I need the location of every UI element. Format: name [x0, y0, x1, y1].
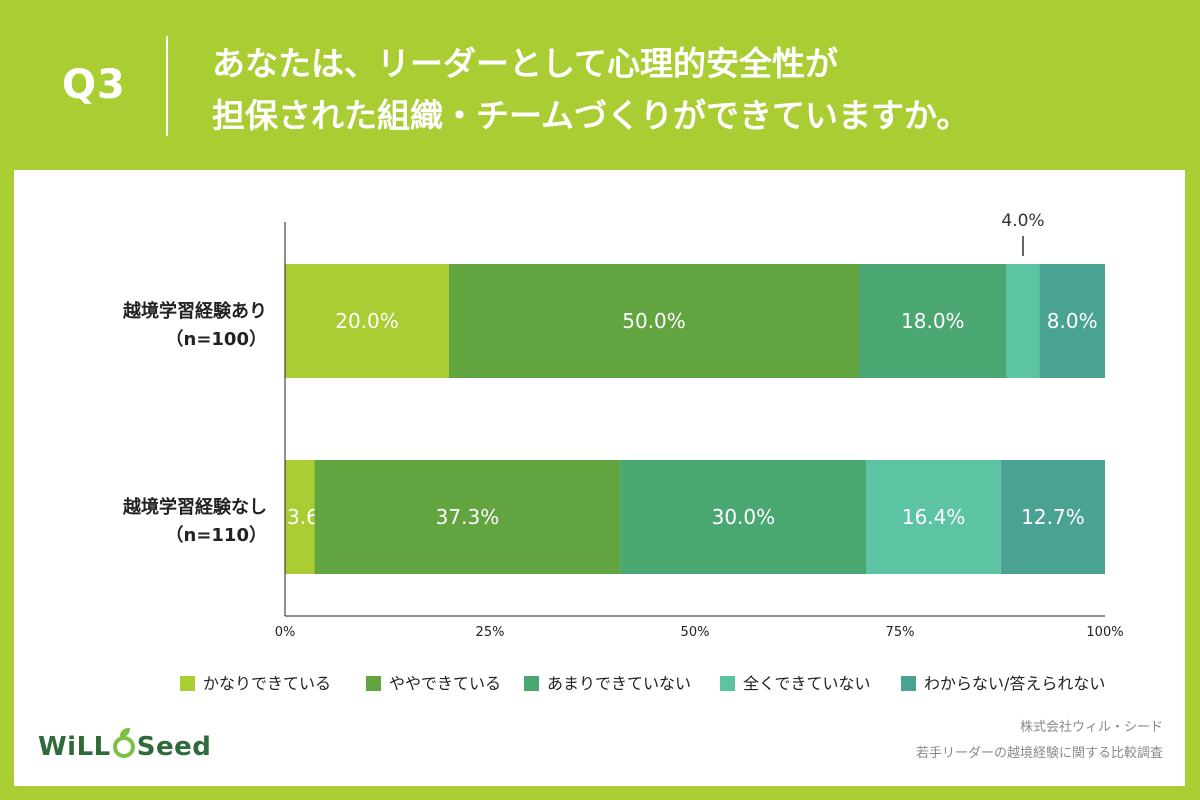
question-line-2: 担保された組織・チームづくりができていますか。 — [212, 96, 970, 135]
chart-panel: 20.0% 50.0% 18.0% 4.0% 8.0% 越境学習経験あり （n=100） 3.… — [14, 170, 1185, 786]
x-tick-label: 0% — [275, 625, 296, 640]
legend-swatch — [901, 676, 916, 691]
footer-credit: 株式会社ウィル・シード 若手リーダーの越境経験に関する比較調査 — [916, 715, 1163, 767]
data-label: 30.0% — [712, 505, 776, 529]
x-tick-label: 50% — [681, 625, 710, 640]
data-label: 50.0% — [622, 309, 686, 333]
legend-swatch — [720, 676, 735, 691]
bar-segment — [1006, 264, 1040, 378]
bar-segment — [314, 460, 621, 574]
bar-segment — [1000, 460, 1105, 574]
question-number: Q3 — [62, 62, 126, 108]
category-sublabel: （n=110） — [166, 525, 267, 546]
x-tick-label: 100% — [1086, 625, 1123, 640]
legend-swatch — [180, 676, 195, 691]
legend-entry: わからない/答えられない — [924, 674, 1105, 693]
bar-segment — [859, 264, 1007, 378]
willseed-logo: WiLL Seed — [38, 728, 212, 762]
question-text: あなたは、リーダーとして心理的安全性が 担保された組織・チームづくりができていま… — [212, 38, 969, 142]
legend-swatch — [366, 676, 381, 691]
survey-name: 若手リーダーの越境経験に関する比較調査 — [915, 746, 1163, 761]
logo-text-left: WiLL — [38, 732, 111, 762]
data-label: 4.0% — [1001, 211, 1044, 231]
data-label: 12.7% — [1021, 505, 1085, 529]
x-tick-label: 25% — [476, 625, 505, 640]
data-label: 37.3% — [436, 505, 500, 529]
legend-entry: あまりできていない — [547, 674, 691, 693]
category-label: 越境学習経験なし — [122, 496, 267, 518]
bar-segment — [285, 460, 315, 574]
x-tick-label: 75% — [886, 625, 915, 640]
stacked-bar-chart: 20.0% 50.0% 18.0%4.0%8.0%越境学習経験あり（n=100）3.… — [122, 211, 1124, 693]
category-label: 越境学習経験あり — [122, 300, 267, 322]
seed-icon — [112, 728, 135, 758]
data-label: 18.0% — [901, 309, 965, 333]
bar-segment — [620, 460, 867, 574]
data-label: 8.0% — [1047, 309, 1098, 333]
company-name: 株式会社ウィル・シード — [1019, 720, 1163, 735]
legend-entry: ややできている — [389, 674, 501, 693]
bar-segment — [285, 264, 449, 378]
legend-swatch — [524, 676, 539, 691]
legend-entry: かなりできている — [203, 674, 331, 693]
question-line-1: あなたは、リーダーとして心理的安全性が — [212, 44, 839, 83]
data-label: 20.0% — [335, 309, 399, 333]
category-sublabel: （n=100） — [166, 329, 267, 350]
bar-segment — [449, 264, 859, 378]
legend-entry: 全くできていない — [743, 674, 871, 693]
bar-segment — [1039, 264, 1105, 378]
logo-text-right: Seed — [136, 732, 212, 762]
header-divider — [166, 36, 168, 136]
bar-segment — [866, 460, 1001, 574]
data-label: 16.4% — [902, 505, 966, 529]
